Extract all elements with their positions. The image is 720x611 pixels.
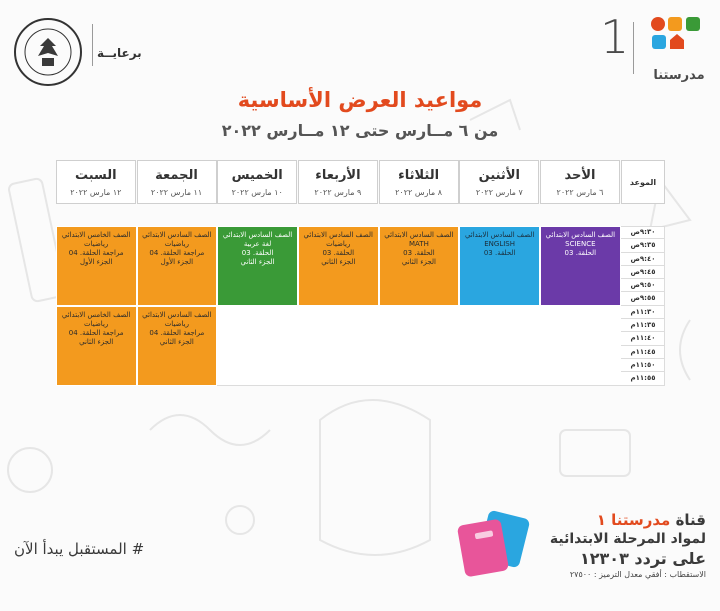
program-block: الصف السادس الابتدائي MATH الحلقة. 03 الجزء… <box>378 226 460 306</box>
program-line: الصف السادس الابتدائي <box>303 231 373 239</box>
day-header: الأثنين ٧ مارس ٢٠٢٢ <box>459 160 540 204</box>
schedule-table: الموعد ٩:٣٠ص ٩:٣٥ص ٩:٤٠ص ٩:٤٥ص ٩:٥٠ص ٩:٥٥ص ١١:… <box>55 160 665 386</box>
sponsor-divider <box>92 24 93 66</box>
slogan: # المستقبل يبدأ الآن <box>14 540 145 558</box>
program-line: مراجعة الحلقة. 04 <box>68 328 124 337</box>
program-line: الحلقة. 03 <box>564 249 597 257</box>
day-name: الأحد <box>564 168 596 183</box>
brand-name: مدرستنا <box>653 68 705 83</box>
time-slot: ٩:٤٥ص <box>621 266 665 280</box>
program-line: الجزء الثاني <box>159 337 194 346</box>
day-date: ١٢ مارس ٢٠٢٢ <box>70 188 122 197</box>
time-slot: ٩:٥٠ص <box>621 279 665 293</box>
program-line: الصف السادس الابتدائي <box>222 231 293 239</box>
channel-number: 1 <box>600 10 630 64</box>
program-block: الصف السادس الابتدائي رياضيات الحلقة. 03 ال… <box>297 226 379 306</box>
day-name: السبت <box>74 168 117 183</box>
program-line: الصف السادس الابتدائي <box>142 231 212 239</box>
time-slot: ١١:٤٠م <box>621 332 665 346</box>
program-line: الجزء الثاني <box>240 258 275 266</box>
day-date: ٨ مارس ٢٠٢٢ <box>395 188 443 197</box>
program-line: ENGLISH <box>484 240 516 248</box>
time-column: ٩:٣٠ص ٩:٣٥ص ٩:٤٠ص ٩:٤٥ص ٩:٥٠ص ٩:٥٥ص ١١:٣٠م ١١:٣… <box>621 226 665 386</box>
program-line: MATH <box>409 240 429 248</box>
program-line: الحلقة. 03 <box>322 249 355 257</box>
promo-channel-line: قناة مدرستنا ١ <box>536 511 706 529</box>
day-name: الأربعاء <box>315 168 361 183</box>
program-line: مراجعة الحلقة. 04 <box>149 249 205 257</box>
program-line: رياضيات <box>84 240 109 248</box>
day-date: ٧ مارس ٢٠٢٢ <box>475 188 523 197</box>
day-header: الثلاثاء ٨ مارس ٢٠٢٢ <box>378 160 459 204</box>
program-line: الصف الخامس الابتدائي <box>61 231 131 239</box>
program-block: الصف السادس الابتدائي ENGLISH الحلقة. 03 <box>459 226 540 306</box>
time-slot: ١١:٥٥م <box>621 372 665 386</box>
time-slot: ١١:٥٠م <box>621 359 665 373</box>
page-title: مواعيد العرض الأساسية <box>237 88 483 112</box>
program-block: الصف الخامس الابتدائي رياضيات مراجعة الحلق… <box>55 226 137 306</box>
day-date: ١١ مارس ٢٠٢٢ <box>150 188 203 197</box>
program-line: SCIENCE <box>565 240 596 248</box>
time-slot: ٩:٣٥ص <box>621 239 665 253</box>
day-date: ٩ مارس ٢٠٢٢ <box>314 188 362 197</box>
time-column-header: الموعد <box>621 160 665 204</box>
program-line: رياضيات <box>164 319 189 328</box>
promo-frequency-line: على تردد ١٢٣٠٣ <box>580 549 706 568</box>
time-slot: ١١:٤٥م <box>621 346 665 359</box>
day-header: الخميس ١٠ مارس ٢٠٢٢ <box>217 160 298 204</box>
program-line: الصف الخامس الابتدائي <box>61 310 131 319</box>
time-slot: ٩:٤٠ص <box>621 253 665 266</box>
program-block: الصف السادس الابتدائي رياضيات مراجعة الحلق… <box>136 226 218 306</box>
promo-channel-prefix: قناة <box>675 511 706 529</box>
day-date: ١٠ مارس ٢٠٢٢ <box>231 188 283 197</box>
program-line: لغة عربية <box>243 240 272 248</box>
program-line: الصف السادس الابتدائي <box>545 231 616 239</box>
program-line: رياضيات <box>84 319 109 328</box>
school-bags-icon <box>457 510 530 577</box>
promo-polarization-line: الاستقطاب : أفقي معدل الترميز : ٢٧٥٠٠ <box>569 570 706 579</box>
promo-subject-line: لمواد المرحلة الابتدائية <box>549 531 706 547</box>
madrasatona-logo <box>651 17 700 49</box>
program-block: الصف السادس الابتدائي SCIENCE الحلقة. 03 <box>540 226 621 306</box>
time-slot: ٩:٥٥ص <box>621 292 665 306</box>
day-header: الأربعاء ٩ مارس ٢٠٢٢ <box>297 160 378 204</box>
promo-channel-name: مدرستنا ١ <box>596 511 671 529</box>
program-line: الصف السادس الابتدائي <box>464 231 535 239</box>
program-line: رياضيات <box>326 240 351 248</box>
day-header: الأحد ٦ مارس ٢٠٢٢ <box>540 160 620 204</box>
time-slot: ٩:٣٠ص <box>621 226 665 240</box>
program-block: الصف السادس الابتدائي لغة عربية الحلقة. 03… <box>217 226 298 306</box>
program-line: الحلقة. 03 <box>483 249 516 257</box>
logo-divider <box>633 22 634 74</box>
date-range-subtitle: من ٦ مــارس حتى ١٢ مــارس ٢٠٢٢ <box>221 121 499 140</box>
time-slot: ١١:٣٠م <box>621 306 665 320</box>
day-date: ٦ مارس ٢٠٢٢ <box>556 188 604 197</box>
program-line: الحلقة. 03 <box>403 249 435 257</box>
program-line: مراجعة الحلقة. 04 <box>149 328 205 337</box>
program-line: الجزء الثاني <box>401 258 436 266</box>
day-name: الأثنين <box>478 168 520 183</box>
program-line: الجزء الأول <box>160 258 194 266</box>
day-name: الخميس <box>231 168 283 183</box>
program-line: رياضيات <box>164 240 189 248</box>
day-name: الثلاثاء <box>398 168 440 183</box>
day-header: السبت ١٢ مارس ٢٠٢٢ <box>55 160 136 204</box>
program-line: الجزء الثاني <box>321 258 356 266</box>
program-block: الصف الخامس الابتدائي رياضيات مراجعة الحلق… <box>55 305 137 386</box>
program-block: الصف السادس الابتدائي رياضيات مراجعة الحلق… <box>136 305 218 386</box>
day-name: الجمعة <box>155 168 198 183</box>
program-line: الصف السادس الابتدائي <box>142 310 212 319</box>
ministry-seal-icon <box>14 18 82 86</box>
day-header: الجمعة ١١ مارس ٢٠٢٢ <box>136 160 217 204</box>
program-line: الصف السادس الابتدائي <box>384 231 454 239</box>
program-line: مراجعة الحلقة. 04 <box>68 249 124 257</box>
program-line: الحلقة. 03 <box>241 249 274 257</box>
sponsor-label: برعايــة <box>97 46 142 60</box>
channel-promo: قناة مدرستنا ١ لمواد المرحلة الابتدائية … <box>536 511 706 579</box>
time-slot: ١١:٣٥م <box>621 319 665 333</box>
program-line: الجزء الأول <box>79 258 113 266</box>
program-line: الجزء الثاني <box>79 337 114 346</box>
